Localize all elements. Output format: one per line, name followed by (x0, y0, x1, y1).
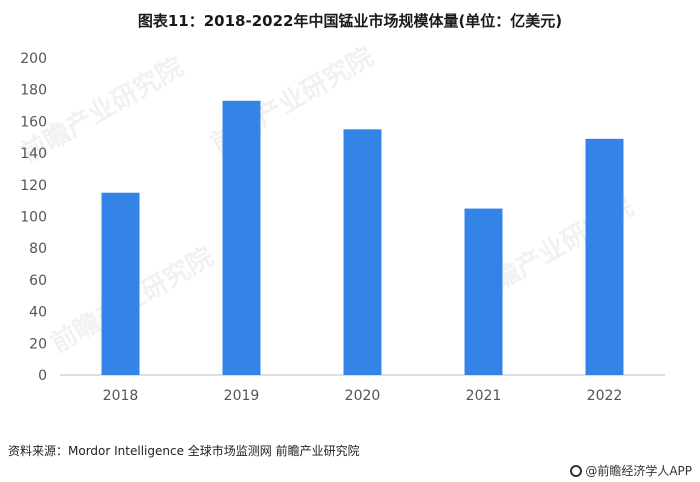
y-tick-label: 200 (20, 51, 47, 67)
y-tick-label: 20 (29, 336, 47, 352)
y-tick-label: 60 (29, 273, 47, 289)
y-tick-label: 0 (38, 368, 47, 384)
bar (585, 138, 624, 375)
x-tick-label: 2019 (224, 388, 260, 404)
chart-title: 图表11：2018-2022年中国锰业市场规模体量(单位：亿美元) (137, 12, 563, 30)
x-tick-label: 2020 (345, 388, 381, 404)
y-tick-label: 140 (20, 146, 47, 162)
x-tick-label: 2021 (466, 388, 502, 404)
x-tick-label: 2022 (587, 388, 623, 404)
brand-label: @前瞻经济学人APP (585, 464, 692, 478)
x-tick-label: 2018 (103, 388, 139, 404)
brand-footer: @前瞻经济学人APP (570, 462, 692, 479)
y-tick-label: 80 (29, 241, 47, 257)
bar (222, 100, 261, 376)
y-tick-label: 160 (20, 114, 47, 130)
y-tick-label: 180 (20, 83, 47, 99)
bar (343, 129, 382, 375)
bar (101, 192, 140, 375)
y-tick-label: 120 (20, 178, 47, 194)
y-tick-label: 40 (29, 305, 47, 321)
y-tick-label: 100 (20, 210, 47, 226)
bar (464, 208, 503, 375)
source-note: 资料来源：Mordor Intelligence 全球市场监测网 前瞻产业研究院 (8, 444, 360, 458)
bar-chart: 0 20 40 60 80 100 120 140 160 180 200 2018 2019 2020 2… (20, 51, 665, 404)
brand-logo-icon (570, 464, 583, 477)
